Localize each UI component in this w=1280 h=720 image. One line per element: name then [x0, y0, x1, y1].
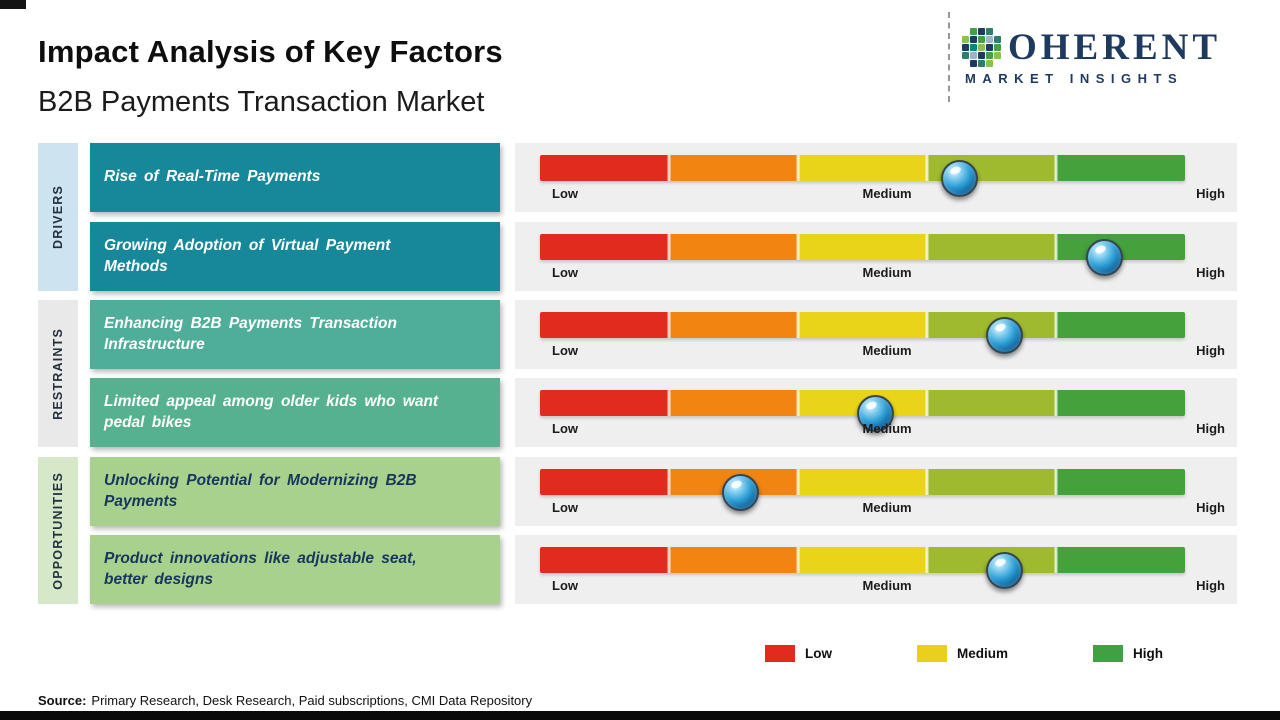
scale-label-medium: Medium	[862, 186, 912, 201]
legend-swatch-high	[1093, 645, 1124, 662]
category-restraints: RESTRAINTS	[38, 300, 78, 447]
logo-wordmark: OHERENT	[1008, 27, 1222, 68]
impact-scale-row: Low Medium High	[515, 222, 1237, 291]
corner-accent	[0, 0, 26, 9]
header-divider	[948, 12, 950, 102]
legend-swatch-low	[765, 645, 795, 662]
scale-label-high: High	[1196, 421, 1225, 436]
scale-label-medium: Medium	[862, 421, 912, 436]
scale-label-medium: Medium	[862, 343, 912, 358]
scale-label-low: Low	[552, 578, 578, 593]
impact-marker	[721, 474, 759, 511]
scale-label-medium: Medium	[862, 500, 912, 515]
coherent-logo-icon	[962, 28, 1001, 67]
legend-item-medium: Medium	[917, 645, 1008, 662]
scale-label-high: High	[1196, 186, 1225, 201]
scale-label-high: High	[1196, 578, 1225, 593]
scale-labels: Low Medium High	[552, 186, 1225, 201]
category-label: OPPORTUNITIES	[51, 471, 65, 590]
impact-scale-bar	[540, 234, 1185, 276]
page-title: Impact Analysis of Key Factors	[38, 34, 503, 69]
impact-scale-row: Low Medium High	[515, 535, 1237, 604]
impact-scale-bar	[540, 312, 1185, 354]
factor-box: Limited appeal among older kids who want…	[90, 378, 500, 447]
category-label: RESTRAINTS	[51, 327, 65, 420]
logo-tagline: MARKET INSIGHTS	[965, 71, 1184, 86]
scale-label-high: High	[1196, 343, 1225, 358]
legend-item-low: Low	[765, 645, 832, 662]
legend-item-high: High	[1093, 645, 1163, 662]
scale-label-low: Low	[552, 186, 578, 201]
legend-swatch-medium	[917, 645, 947, 662]
impact-scale-bar	[540, 390, 1185, 432]
factor-label: Enhancing B2B Payments Transaction Infra…	[104, 314, 397, 353]
logo-row: OHERENT	[962, 28, 1258, 67]
impact-marker	[986, 552, 1024, 589]
legend-label-medium: Medium	[957, 646, 1009, 661]
factor-label: Rise of Real-Time Payments	[104, 168, 321, 186]
impact-scale-bar	[540, 547, 1185, 589]
impact-scale-row: Low Medium High	[515, 378, 1237, 447]
impact-scale-row: Low Medium High	[515, 300, 1237, 369]
scale-label-low: Low	[552, 265, 578, 280]
scale-labels: Low Medium High	[552, 265, 1225, 280]
factor-box: Product innovations like adjustable seat…	[90, 535, 500, 604]
scale-label-high: High	[1196, 500, 1225, 515]
scale-labels: Low Medium High	[552, 500, 1225, 515]
impact-marker	[1086, 239, 1124, 276]
source-note: Source: Primary Research, Desk Research, …	[38, 693, 532, 708]
factor-label: Limited appeal among older kids who want…	[104, 392, 439, 431]
scale-label-low: Low	[552, 421, 578, 436]
legend: Low Medium High	[765, 645, 1163, 662]
scale-label-low: Low	[552, 343, 578, 358]
category-opportunities: OPPORTUNITIES	[38, 457, 78, 604]
impact-marker	[986, 317, 1024, 354]
legend-label-low: Low	[805, 646, 832, 661]
coherent-logo: OHERENT MARKET INSIGHTS	[962, 28, 1258, 86]
factor-label: Product innovations like adjustable seat…	[104, 549, 417, 588]
category-drivers: DRIVERS	[38, 143, 78, 291]
scale-labels: Low Medium High	[552, 578, 1225, 593]
factor-label: Unlocking Potential for Modernizing B2B …	[104, 471, 417, 510]
impact-scale-row: Low Medium High	[515, 457, 1237, 526]
impact-scale-bar	[540, 155, 1185, 197]
factor-box: Growing Adoption of Virtual Payment Meth…	[90, 222, 500, 291]
source-text: Primary Research, Desk Research, Paid su…	[91, 693, 533, 708]
factor-box: Unlocking Potential for Modernizing B2B …	[90, 457, 500, 526]
scale-labels: Low Medium High	[552, 421, 1225, 436]
bottom-bar	[0, 711, 1280, 720]
page-subtitle: B2B Payments Transaction Market	[38, 86, 485, 118]
scale-labels: Low Medium High	[552, 343, 1225, 358]
impact-marker	[857, 395, 895, 432]
factor-label: Growing Adoption of Virtual Payment Meth…	[104, 236, 391, 275]
category-label: DRIVERS	[51, 185, 65, 249]
factor-box: Enhancing B2B Payments Transaction Infra…	[90, 300, 500, 369]
source-prefix: Source:	[38, 693, 87, 708]
scale-label-medium: Medium	[862, 265, 912, 280]
impact-scale-bar	[540, 469, 1185, 511]
factor-box: Rise of Real-Time Payments	[90, 143, 500, 212]
scale-label-medium: Medium	[862, 578, 912, 593]
scale-label-high: High	[1196, 265, 1225, 280]
legend-label-high: High	[1133, 646, 1164, 661]
impact-scale-row: Low Medium High	[515, 143, 1237, 212]
scale-label-low: Low	[552, 500, 578, 515]
impact-marker	[941, 160, 979, 197]
